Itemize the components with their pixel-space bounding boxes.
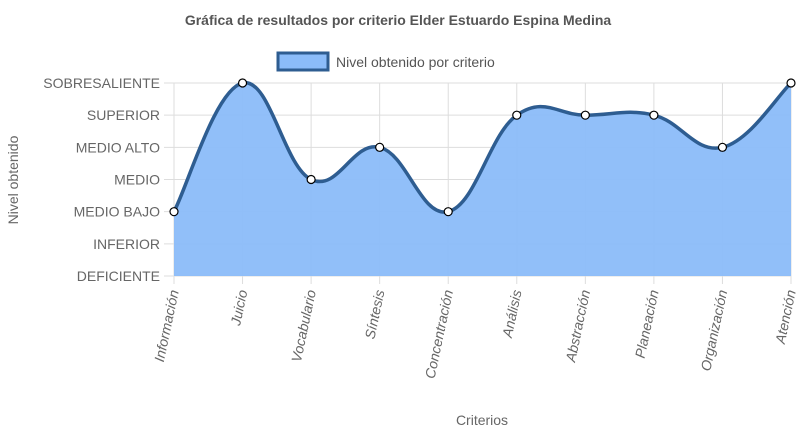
legend[interactable]: Nivel obtenido por criterio: [276, 51, 495, 72]
x-axis-title: Criterios: [456, 412, 508, 428]
data-point[interactable]: [443, 207, 453, 217]
y-tick-label: SUPERIOR: [87, 107, 160, 123]
data-point[interactable]: [580, 110, 590, 120]
x-tick-label: Planeación: [632, 288, 662, 359]
y-tick-label: SOBRESALIENTE: [43, 75, 160, 91]
data-point[interactable]: [306, 174, 316, 185]
x-tick-label: Abstracción: [562, 288, 593, 364]
x-tick-label: Información: [151, 288, 182, 363]
y-tick-label: MEDIO: [114, 172, 160, 188]
x-tick-label: Síntesis: [361, 288, 387, 340]
legend-swatch: [276, 51, 330, 72]
x-tick-label: Análisis: [499, 288, 525, 340]
x-tick-label: Concentración: [422, 288, 456, 380]
series-area: [172, 81, 793, 276]
data-point[interactable]: [375, 142, 385, 152]
data-point[interactable]: [649, 110, 659, 120]
data-point[interactable]: [786, 78, 796, 88]
x-axis-ticks: Información Juicio Vocabulario Síntesis Conc…: [151, 288, 796, 380]
y-tick-label: MEDIO ALTO: [76, 139, 160, 155]
x-tick-label: Atención: [772, 288, 796, 346]
y-tick-label: MEDIO BAJO: [74, 204, 160, 220]
data-point[interactable]: [717, 142, 728, 152]
series-fill: [174, 82, 791, 276]
y-tick-label: DEFICIENTE: [77, 268, 160, 284]
data-point[interactable]: [512, 110, 522, 120]
data-point[interactable]: [169, 207, 179, 217]
x-tick-label: Vocabulario: [288, 288, 319, 363]
legend-label: Nivel obtenido por criterio: [336, 54, 495, 70]
x-tick-label: Juicio: [227, 288, 250, 328]
data-point[interactable]: [237, 78, 248, 88]
y-axis-ticks: DEFICIENTE INFERIOR MEDIO BAJO MEDIO MEDIO A…: [43, 75, 160, 284]
x-tick-label: Organización: [697, 288, 730, 372]
data-points: [169, 78, 796, 217]
chart-title: Gráfica de resultados por criterio Elder…: [185, 12, 612, 28]
y-axis-title: Nivel obtenido: [5, 135, 21, 224]
y-tick-label: INFERIOR: [93, 236, 160, 252]
series-line: [172, 81, 793, 214]
